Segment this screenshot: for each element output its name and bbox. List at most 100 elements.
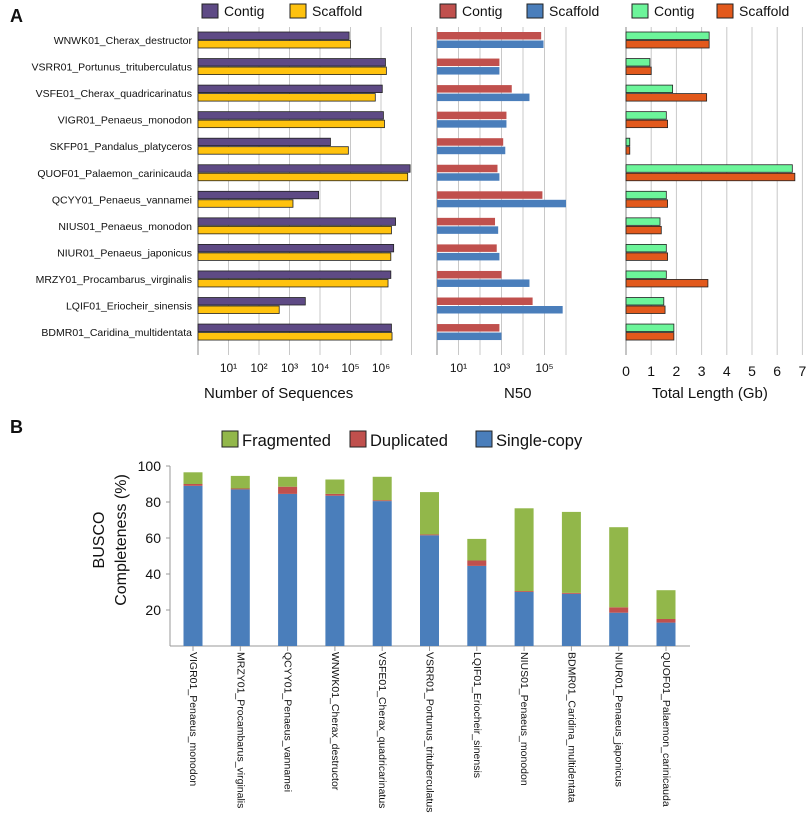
legend-busco-label: Duplicated	[370, 432, 448, 450]
bar-n50-contig	[437, 164, 498, 173]
bar-n50-scaffold	[437, 146, 506, 155]
category-label: BDMR01_Caridina_multidentata	[41, 327, 192, 339]
bar-len-scaffold	[625, 66, 652, 75]
bar-busco-fragmented	[183, 472, 203, 484]
tick-label-seq: 10²	[250, 361, 267, 375]
category-label: MRZY01_Procambarus_virginalis	[36, 274, 192, 286]
bar-busco-fragmented	[656, 590, 676, 619]
bar-len-scaffold	[625, 279, 709, 288]
bar-seq-contig	[197, 323, 392, 332]
bar-seq-contig	[197, 111, 384, 120]
bar-busco-single-copy	[514, 592, 534, 646]
bar-seq-scaffold	[197, 172, 409, 182]
bar-busco-duplicated	[420, 534, 439, 536]
legend-busco-swatch	[475, 430, 493, 448]
tick-label-busco: 100	[138, 458, 162, 474]
tick-label-seq: 10⁴	[311, 361, 330, 375]
bar-seq-contig	[197, 31, 350, 40]
bar-seq-scaffold	[197, 119, 385, 129]
bar-len-scaffold	[625, 93, 708, 102]
bar-busco-duplicated	[230, 488, 250, 490]
bar-n50-contig	[437, 85, 512, 93]
legend-n50-scaffold-swatch	[526, 3, 544, 19]
bar-busco-fragmented	[325, 479, 345, 494]
bar-len-scaffold	[625, 199, 668, 208]
bar-busco-single-copy	[278, 493, 298, 646]
bar-seq-scaffold	[197, 199, 294, 208]
tick-label-busco: 80	[145, 494, 161, 510]
bar-seq-contig	[197, 297, 306, 306]
bar-len-scaffold	[625, 305, 666, 314]
panel-b-label: B	[10, 417, 23, 437]
tick-label-len: 2	[673, 363, 681, 379]
bar-n50-scaffold	[437, 252, 500, 261]
tick-label-len: 4	[723, 363, 731, 379]
bar-busco-fragmented	[609, 527, 629, 608]
legend-seq-scaffold-label: Scaffold	[312, 3, 362, 19]
bar-seq-scaffold	[197, 279, 389, 288]
bar-busco-duplicated	[372, 500, 392, 502]
bar-len-scaffold	[625, 119, 668, 129]
legend-len-scaffold-label: Scaffold	[739, 3, 789, 19]
bar-len-contig	[625, 217, 661, 226]
bar-n50-scaffold	[437, 306, 563, 314]
tick-label-n50: 10⁵	[535, 361, 553, 375]
bar-busco-fragmented	[420, 492, 439, 535]
legend-busco-swatch	[221, 430, 239, 448]
bar-n50-contig	[437, 244, 497, 252]
legend-n50-contig-label: Contig	[462, 3, 502, 19]
legend-busco-label: Fragmented	[242, 432, 331, 450]
bar-len-scaffold	[625, 40, 710, 49]
tick-label-len: 7	[799, 363, 807, 379]
tick-label-busco: 40	[145, 566, 161, 582]
bar-n50-scaffold	[437, 173, 500, 181]
category-label: VSFE01_Cherax_quadricarinatus	[36, 88, 192, 100]
bar-seq-contig	[197, 84, 383, 93]
bar-busco-single-copy	[609, 612, 629, 646]
legend-n50-scaffold-label: Scaffold	[549, 3, 599, 19]
bar-seq-contig	[197, 270, 392, 279]
bar-len-contig	[625, 270, 667, 279]
bar-seq-contig	[197, 58, 386, 67]
category-label-busco: WNWK01_Cherax_destructor	[329, 652, 341, 791]
bar-n50-contig	[437, 58, 500, 67]
bar-busco-duplicated	[609, 607, 629, 613]
category-label: WNWK01_Cherax_destructor	[54, 35, 193, 47]
bar-seq-contig	[197, 164, 411, 173]
bar-len-contig	[625, 243, 667, 253]
bar-busco-fragmented	[561, 511, 581, 593]
bar-busco-duplicated	[656, 619, 676, 623]
tick-label-seq: 10⁶	[372, 361, 390, 375]
legend-seq-contig-swatch	[201, 3, 219, 19]
bar-seq-contig	[197, 137, 331, 147]
bar-len-contig	[625, 297, 665, 306]
bar-len-scaffold	[625, 146, 631, 155]
category-label-busco: NIUR01_Penaeus_japonicus	[613, 652, 625, 787]
bar-seq-scaffold	[197, 252, 392, 261]
category-label-busco: MRZY01_Procambarus_virginalis	[234, 652, 246, 808]
bar-len-contig	[625, 137, 631, 147]
bar-busco-duplicated	[325, 493, 345, 496]
xlabel-seq: Number of Sequences	[204, 385, 353, 402]
bar-n50-scaffold	[437, 120, 507, 128]
chart-layer: Contig Scaffold Contig Scaffold Contig Scaffo…	[31, 3, 806, 813]
bar-n50-contig	[437, 111, 507, 120]
xlabel-len: Total Length (Gb)	[652, 385, 768, 402]
bar-len-scaffold	[625, 172, 796, 182]
bar-busco-fragmented	[372, 476, 392, 501]
xlabel-n50: N50	[504, 385, 532, 402]
bar-busco-single-copy	[561, 593, 581, 646]
tick-label-len: 5	[748, 363, 756, 379]
category-label: SKFP01_Pandalus_platyceros	[50, 141, 192, 153]
ylabel-busco-line1: BUSCO	[91, 512, 108, 569]
tick-label-len: 3	[698, 363, 706, 379]
bar-seq-scaffold	[197, 225, 392, 235]
bar-len-contig	[625, 111, 667, 120]
category-label: LQIF01_Eriocheir_sinensis	[66, 301, 192, 313]
bar-busco-single-copy	[183, 485, 203, 646]
bar-n50-contig	[437, 324, 500, 332]
tick-label-seq: 10³	[281, 361, 298, 375]
bar-n50-contig	[437, 217, 496, 226]
bar-n50-scaffold	[437, 93, 530, 102]
